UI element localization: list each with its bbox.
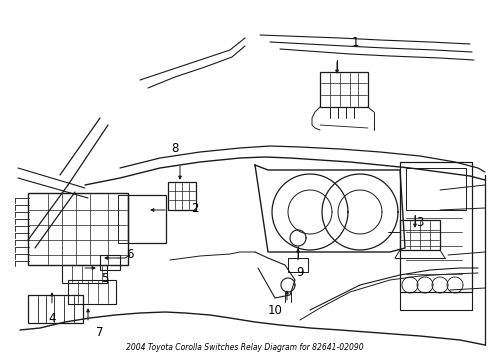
Text: 1: 1 xyxy=(350,36,358,49)
Bar xyxy=(405,168,465,210)
Text: 4: 4 xyxy=(48,311,56,324)
Bar xyxy=(168,182,196,210)
Bar xyxy=(399,162,471,292)
Text: 5: 5 xyxy=(101,271,108,284)
Bar xyxy=(128,195,165,243)
Bar xyxy=(28,295,83,323)
Bar xyxy=(319,72,367,107)
Text: 6: 6 xyxy=(126,248,134,261)
Text: 9: 9 xyxy=(296,266,303,279)
Bar xyxy=(28,193,128,265)
Text: 2004 Toyota Corolla Switches Relay Diagram for 82641-02090: 2004 Toyota Corolla Switches Relay Diagr… xyxy=(125,343,363,352)
Text: 2: 2 xyxy=(191,202,198,215)
Text: 10: 10 xyxy=(267,303,282,316)
Bar xyxy=(100,255,120,270)
Text: 7: 7 xyxy=(96,325,103,338)
Bar xyxy=(399,220,439,250)
Text: 8: 8 xyxy=(171,141,178,154)
Text: 3: 3 xyxy=(415,216,423,229)
Bar xyxy=(62,265,107,283)
Bar xyxy=(68,280,116,304)
